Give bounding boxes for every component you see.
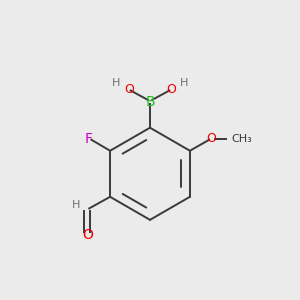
Text: H: H — [112, 78, 121, 88]
Text: B: B — [145, 94, 155, 109]
Text: O: O — [166, 83, 176, 96]
Text: CH₃: CH₃ — [231, 134, 252, 144]
Text: H: H — [72, 200, 80, 209]
Text: O: O — [206, 132, 216, 145]
Text: O: O — [124, 83, 134, 96]
Text: O: O — [82, 228, 93, 242]
Text: H: H — [179, 78, 188, 88]
Text: F: F — [85, 132, 93, 145]
